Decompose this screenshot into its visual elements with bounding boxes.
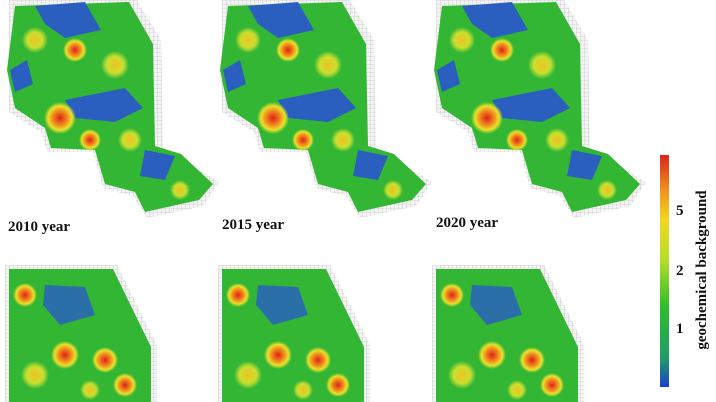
map-bottom-1	[5, 265, 157, 402]
colorbar	[660, 155, 669, 387]
map-bottom-3	[432, 265, 584, 402]
map-2020	[434, 0, 646, 218]
colorbar-title: geochemical background	[694, 190, 710, 350]
map-2010	[7, 0, 219, 218]
colorbar-tick: 1	[676, 321, 684, 337]
panel-label: 2010 year	[8, 219, 70, 235]
panel-label: 2020 year	[436, 215, 498, 231]
map-bottom-2	[218, 265, 370, 402]
colorbar-tick: 2	[676, 263, 684, 279]
colorbar-tick: 5	[676, 203, 684, 219]
panel-label: 2015 year	[222, 217, 284, 233]
map-2015	[220, 0, 432, 218]
